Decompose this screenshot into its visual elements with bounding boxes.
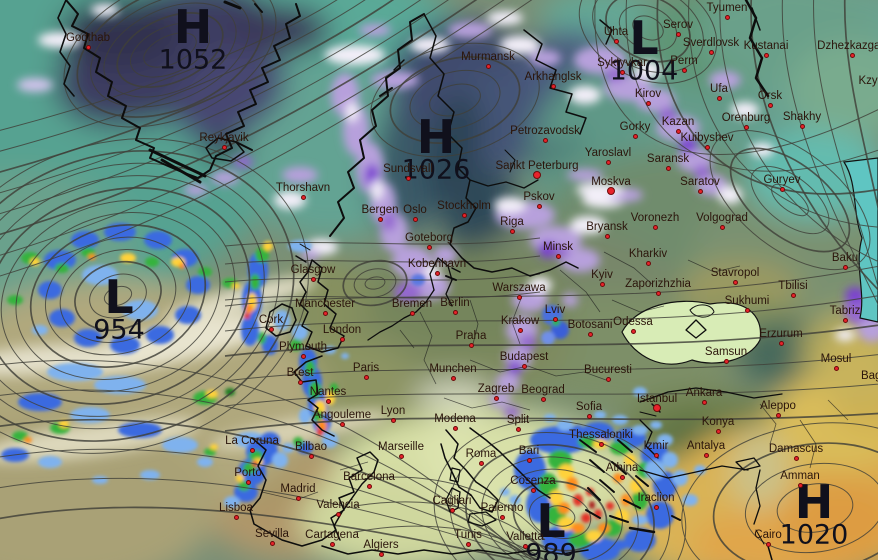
coastline-layer	[57, 0, 783, 560]
country-borders-layer	[261, 251, 849, 501]
